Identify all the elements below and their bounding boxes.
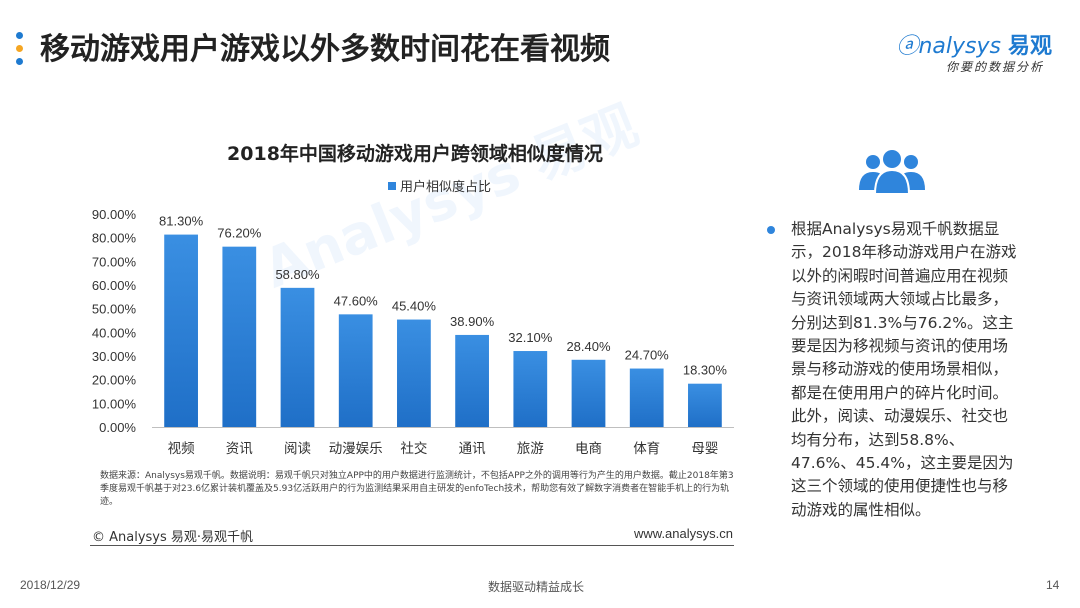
x-tick-label: 旅游	[517, 441, 544, 457]
data-label: 28.40%	[566, 339, 611, 354]
bar	[513, 351, 548, 427]
bar	[397, 319, 431, 427]
summary-text: 根据Analysys易观千帆数据显示，2018年移动游戏用户在游戏以外的闲暇时间…	[791, 220, 1017, 519]
x-tick-label: 电商	[575, 441, 602, 457]
divider	[90, 545, 734, 546]
logo-brand-cn: 易观	[1007, 34, 1052, 59]
y-tick-label: 80.00%	[92, 231, 137, 246]
y-tick-label: 90.00%	[92, 207, 137, 222]
x-tick-label: 动漫娱乐	[329, 441, 383, 457]
x-tick-label: 母婴	[691, 441, 718, 457]
y-tick-label: 70.00%	[92, 254, 137, 269]
bar	[280, 287, 315, 427]
x-tick-label: 阅读	[284, 441, 311, 457]
y-tick-label: 50.00%	[92, 302, 137, 317]
bar-chart: 0.00% 10.00% 20.00% 30.00% 40.00% 50.00% 60.00…	[92, 207, 734, 457]
source-note: 数据来源：Analysys易观千帆。数据说明：易观千帆只对独立APP中的用户数据…	[100, 471, 734, 507]
legend-swatch	[388, 182, 396, 190]
data-label: 24.70%	[625, 348, 670, 363]
copyright: © Analysys 易观·易观千帆	[92, 530, 254, 545]
x-tick-label: 通讯	[459, 441, 486, 457]
page-title: 移动游戏用户游戏以外多数时间花在看视频	[40, 32, 610, 67]
logo-a-mark: ⓐ	[896, 34, 919, 59]
bar	[222, 246, 257, 427]
people-icon	[859, 150, 925, 194]
logo-tagline: 你要的数据分析	[945, 60, 1044, 74]
footer-date: 2018/12/29	[20, 578, 81, 592]
legend-label: 用户相似度占比	[400, 180, 492, 195]
website-link[interactable]: www.analysys.cn	[634, 526, 733, 541]
title-dot	[16, 58, 23, 65]
data-label: 38.90%	[450, 314, 495, 329]
data-label: 47.60%	[334, 293, 379, 308]
data-label: 81.30%	[159, 214, 204, 229]
data-label: 18.30%	[683, 363, 728, 378]
bar	[629, 368, 664, 427]
y-tick-label: 30.00%	[92, 349, 137, 364]
bar	[571, 359, 606, 427]
title-dot	[16, 32, 23, 39]
y-tick-label: 20.00%	[92, 373, 137, 388]
page-number: 14	[1046, 578, 1060, 592]
bar	[164, 234, 198, 427]
summary-text-box: 根据Analysys易观千帆数据显示，2018年移动游戏用户在游戏以外的闲暇时间…	[767, 218, 1021, 522]
x-tick-label: 视频	[168, 441, 195, 457]
data-label: 45.40%	[392, 299, 437, 314]
y-tick-label: 10.00%	[92, 396, 137, 411]
y-tick-label: 0.00%	[99, 420, 136, 435]
title-dot	[16, 45, 23, 52]
bar	[455, 334, 489, 427]
summary-bullet	[767, 226, 775, 234]
chart-title: 2018年中国移动游戏用户跨领域相似度情况	[227, 143, 603, 165]
title-dots	[16, 32, 26, 71]
chart-legend: 用户相似度占比	[388, 176, 491, 195]
x-tick-label: 体育	[633, 441, 660, 457]
analysys-logo: ⓐnalysys 易观 你要的数据分析	[882, 28, 1052, 78]
bar	[338, 314, 373, 427]
y-tick-label: 40.00%	[92, 325, 137, 340]
y-tick-label: 60.00%	[92, 278, 137, 293]
footer-slogan: 数据驱动精益成长	[488, 580, 585, 594]
data-label: 76.20%	[217, 226, 262, 241]
data-label: 58.80%	[275, 267, 320, 282]
logo-main: ⓐnalysys 易观	[896, 28, 1052, 60]
bar	[688, 383, 722, 427]
x-tick-label: 社交	[400, 440, 427, 457]
x-tick-label: 资讯	[226, 441, 253, 457]
data-label: 32.10%	[508, 330, 553, 345]
logo-brand: nalysys	[918, 34, 1001, 59]
